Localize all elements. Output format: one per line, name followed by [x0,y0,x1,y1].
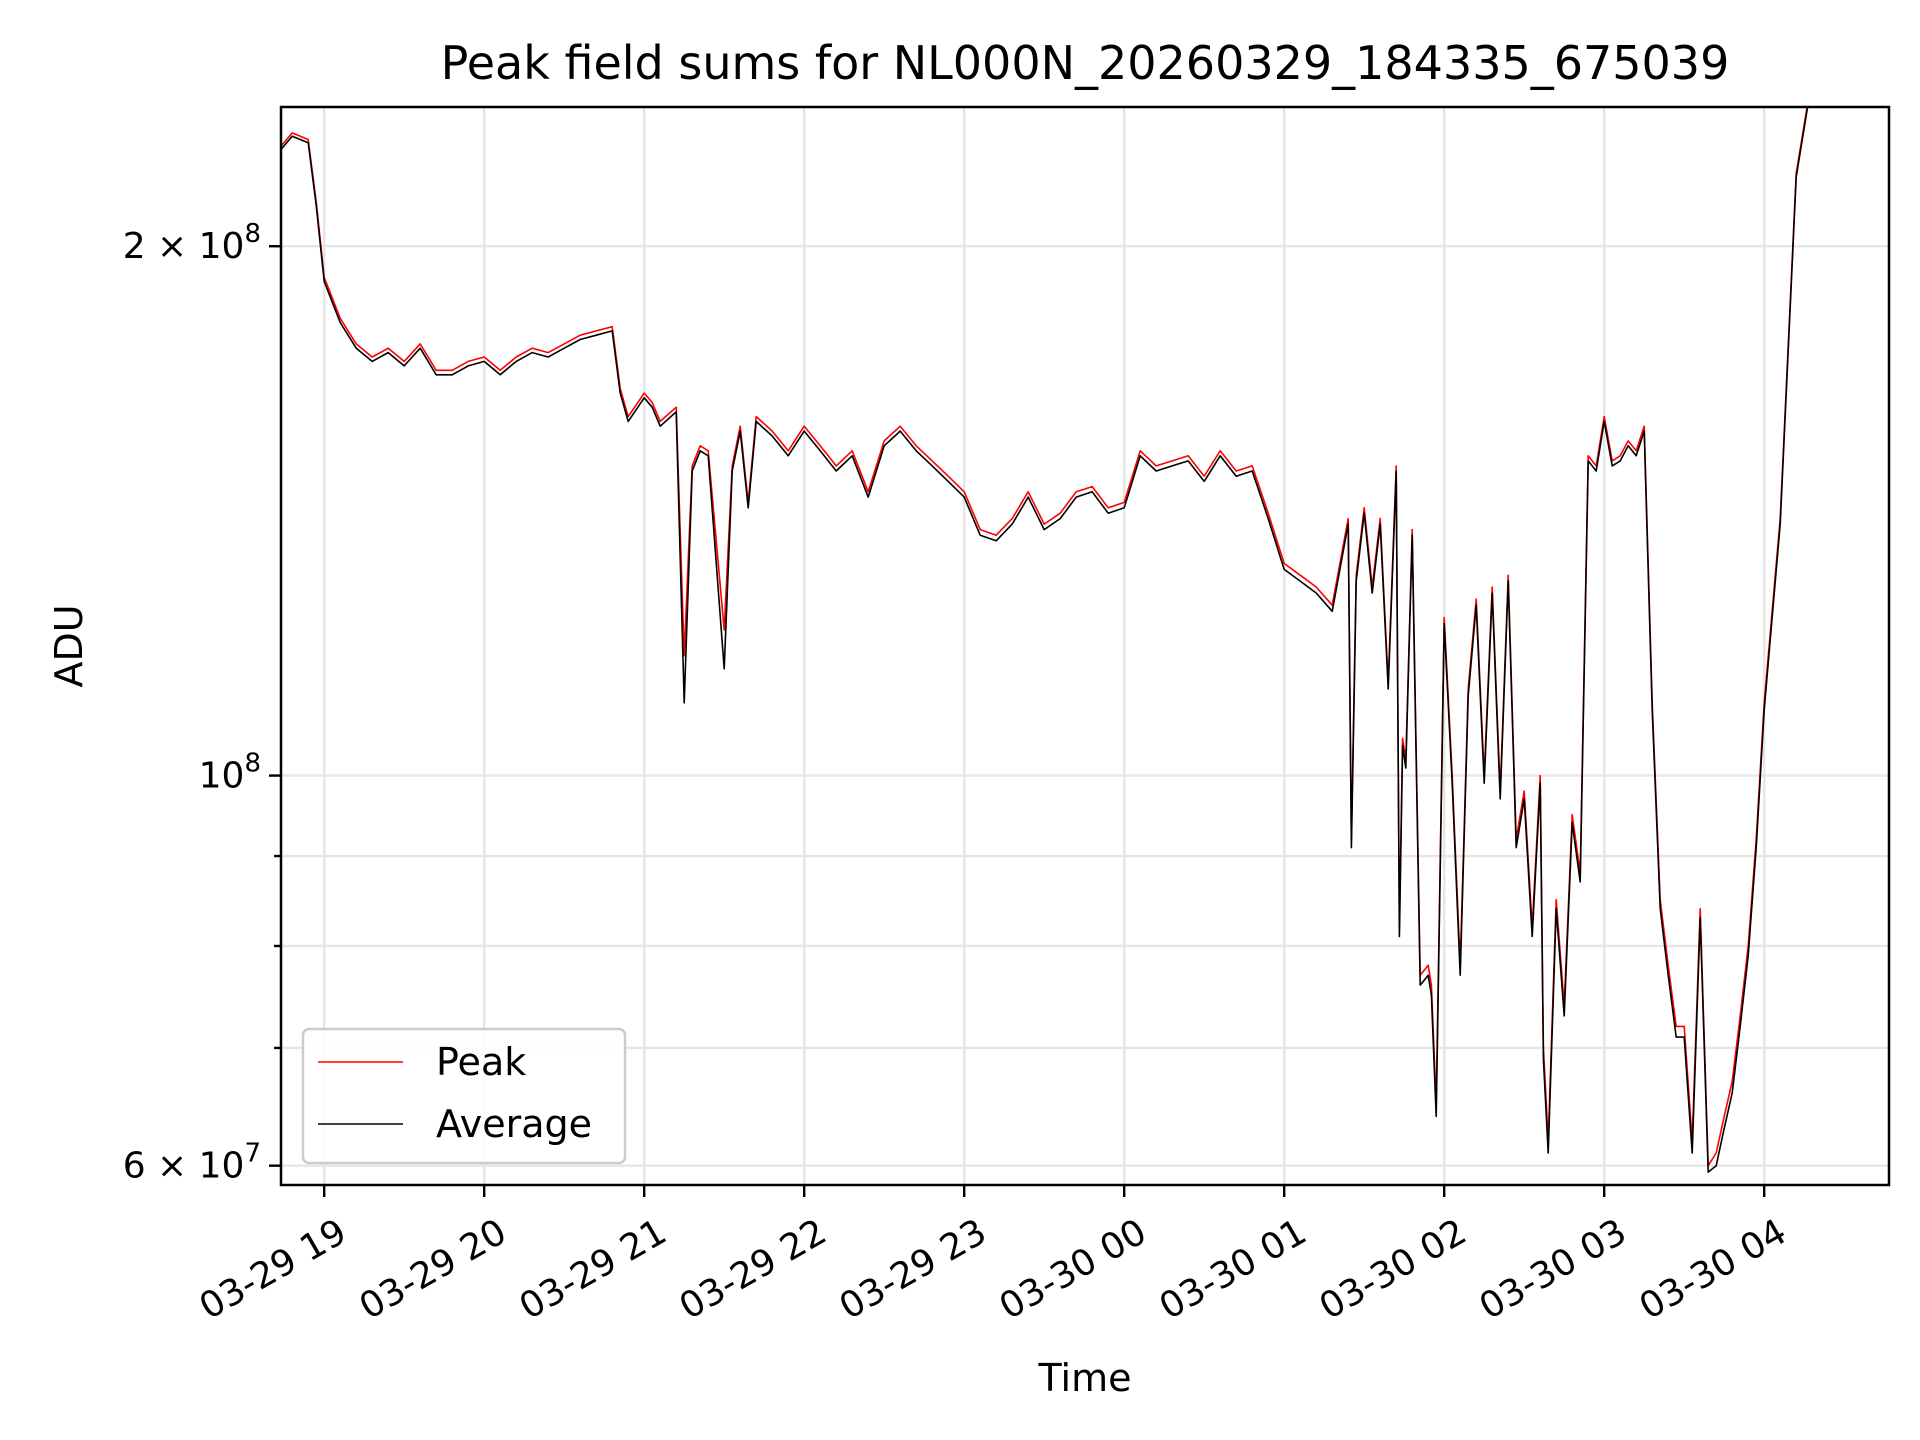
legend: Peak Average [301,1027,627,1165]
series-line-average [281,107,1809,1173]
plot-area [281,107,1809,1173]
chart-title: Peak field sums for NL000N_20260329_1843… [441,36,1730,90]
legend-label-average: Average [436,1102,592,1146]
legend-label-peak: Peak [436,1040,526,1084]
y-axis-ticks: 6 × 107 108 2 × 108 [123,219,281,1187]
x-axis-label: Time [1038,1356,1132,1400]
grid-lines [281,107,1889,1185]
y-tick-label: 2 × 108 [123,219,261,267]
y-tick-label: 6 × 107 [123,1139,261,1187]
plot-frame [279,105,1891,1187]
y-axis-label: ADU [47,604,91,687]
y-tick-label: 108 [199,749,261,797]
